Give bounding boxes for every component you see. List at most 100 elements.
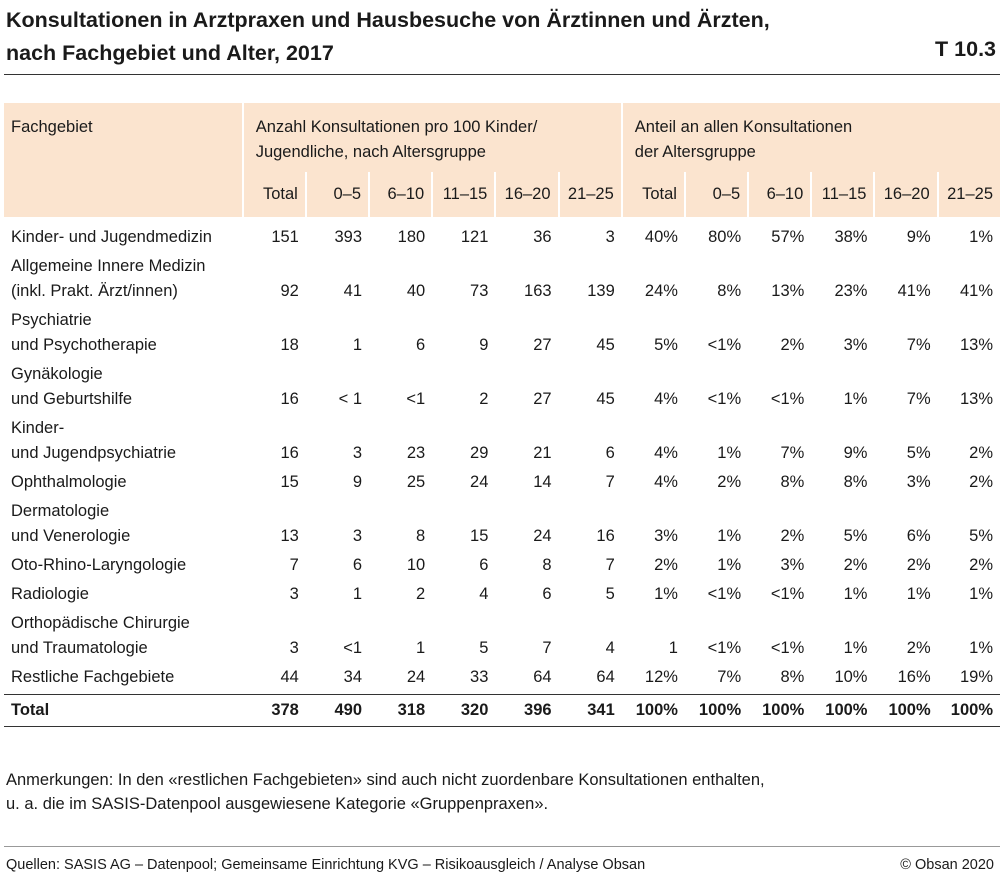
table-cell: 1% — [843, 639, 868, 657]
table-cell: 2 — [416, 585, 426, 603]
table-cell: 44 — [280, 668, 299, 686]
table-cell: 4% — [654, 444, 678, 462]
table-cell: <1% — [770, 390, 805, 408]
table-cell: < 1 — [338, 390, 363, 408]
table-cell: 163 — [524, 282, 552, 300]
table-cell: 24 — [470, 473, 489, 491]
row-label: Dermatologie und Venerologie — [4, 499, 243, 553]
table-cell: 3 — [289, 639, 299, 657]
page-title: Konsultationen in Arztpraxen und Hausbes… — [6, 4, 998, 70]
table-cell: 34 — [343, 668, 363, 686]
table-cell: 1% — [906, 585, 931, 603]
total-cell: 396 — [495, 694, 559, 727]
footer-divider — [4, 846, 1000, 847]
header-group-anteil: Anteil an allen Konsultationen der Alter… — [620, 103, 1000, 172]
table-cell: 8% — [843, 473, 868, 491]
table-cell: 27 — [533, 336, 552, 354]
total-cell: 100% — [748, 694, 812, 727]
row-label-line1: Psychiatrie — [11, 311, 92, 329]
table-cell: 24 — [406, 668, 426, 686]
total-cell: 320 — [432, 694, 496, 727]
table-cell: 2% — [969, 444, 993, 462]
table-cell: <1% — [770, 639, 805, 657]
table-cell: 19% — [959, 668, 993, 686]
total-cell: 378 — [242, 694, 306, 727]
table-cell: 6% — [906, 527, 931, 545]
header-group1-line1: Anzahl Konsultationen pro 100 Kinder/ — [255, 118, 538, 136]
subheader-cell: Total — [241, 172, 306, 217]
table-cell: 1% — [717, 444, 742, 462]
table-row: Radiologie 3 1 2 4 6 5 1% <1% <1% 1% 1% 1% — [4, 582, 1000, 611]
table-cell: 121 — [460, 228, 489, 246]
table-cell: 7 — [542, 639, 552, 657]
row-label-line2: und Psychotherapie — [11, 336, 157, 354]
row-label: Psychiatrie und Psychotherapie — [4, 308, 243, 362]
table-cell: 36 — [533, 228, 552, 246]
row-label-line1: Oto-Rhino-Laryngologie — [11, 556, 187, 574]
title-block: Konsultationen in Arztpraxen und Hausbes… — [6, 4, 998, 70]
table-cell: 29 — [470, 444, 489, 462]
table-cell: 3% — [780, 556, 805, 574]
table-cell: 41% — [959, 282, 993, 300]
row-label-line1: Ophthalmologie — [11, 473, 127, 491]
table-row: Allgemeine Innere Medizin (inkl. Prakt. Ä… — [4, 254, 1000, 308]
table-row: Kinder- und Jugendmedizin 151 393 180 121 36 3… — [4, 217, 1000, 254]
row-label-line2: und Jugendpsychiatrie — [11, 444, 177, 462]
row-label: Gynäkologie und Geburtshilfe — [4, 362, 243, 416]
row-label-line1: Allgemeine Innere Medizin — [11, 257, 206, 275]
table-cell: 5% — [906, 444, 931, 462]
table-cell: 2% — [654, 556, 678, 574]
table-cell: 23% — [834, 282, 868, 300]
row-label: Allgemeine Innere Medizin (inkl. Prakt. Ä… — [4, 254, 243, 308]
table-cell: 8% — [780, 668, 805, 686]
table-cell: 2 — [479, 390, 489, 408]
table-cell: <1% — [707, 585, 742, 603]
table-cell: 2% — [780, 336, 805, 354]
table-cell: 7% — [906, 390, 931, 408]
table-cell: 393 — [334, 228, 363, 246]
notes: Anmerkungen: In den «restlichen Fachgebi… — [6, 768, 765, 816]
table-cell: 7% — [906, 336, 931, 354]
table-cell: 16 — [280, 444, 299, 462]
table-cell: 1% — [843, 585, 868, 603]
table-cell: 13% — [771, 282, 805, 300]
total-cell: 100% — [811, 694, 875, 727]
table-cell: 7 — [605, 473, 615, 491]
table-cell: <1 — [406, 390, 426, 408]
table-cell: 6 — [416, 336, 426, 354]
total-cell: 341 — [558, 694, 622, 727]
row-label: Kinder- und Jugendmedizin — [4, 217, 243, 254]
subheader-row: Total 0–5 6–10 11–15 16–20 21–25 Total 0–5 6–10 1… — [4, 172, 1000, 217]
table-row: Oto-Rhino-Laryngologie 7 6 10 6 8 7 2% 1% 3% 2% 2% 2… — [4, 553, 1000, 582]
total-cell: 490 — [305, 694, 370, 727]
subheader-cell: Total — [620, 172, 685, 217]
table-cell: 2% — [969, 473, 993, 491]
source-text: Quellen: SASIS AG – Datenpool; Gemeinsam… — [6, 857, 646, 873]
row-label-line1: Gynäkologie — [11, 365, 103, 383]
row-label-line1: Dermatologie — [11, 502, 110, 520]
table-cell: <1 — [343, 639, 363, 657]
header-group-konsultationen: Anzahl Konsultationen pro 100 Kinder/ Ju… — [241, 103, 622, 172]
table-cell: 14 — [533, 473, 552, 491]
table-cell: 7% — [717, 668, 742, 686]
table-cell: 4% — [654, 390, 678, 408]
total-cell: 100% — [937, 694, 1000, 727]
total-cell: 100% — [684, 694, 749, 727]
total-cell: 100% — [621, 694, 685, 727]
header-fachgebiet: Fachgebiet — [4, 103, 243, 217]
table-cell: 3 — [605, 228, 615, 246]
total-cell: 318 — [369, 694, 433, 727]
table-cell: 15 — [280, 473, 299, 491]
row-label-line2: und Geburtshilfe — [11, 390, 133, 408]
table-cell: 80% — [708, 228, 742, 246]
table-cell: 6 — [352, 556, 363, 574]
table-cell: 40% — [644, 228, 678, 246]
table-row: Dermatologie und Venerologie 13 3 8 15 24 16 3% 1… — [4, 499, 1000, 553]
table-cell: 41% — [897, 282, 931, 300]
table-cell: <1% — [707, 336, 742, 354]
table-cell: 13% — [959, 336, 993, 354]
subheader-cell: 16–20 — [873, 172, 938, 217]
table-cell: 2% — [906, 639, 931, 657]
table-cell: 7 — [605, 556, 615, 574]
table-cell: 5% — [843, 527, 868, 545]
